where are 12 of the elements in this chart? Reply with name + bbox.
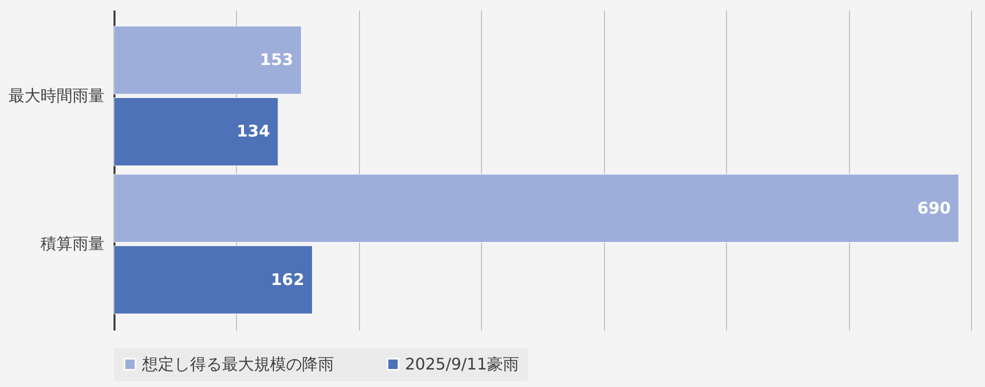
legend-label: 2025/9/11豪雨 <box>405 354 520 374</box>
data-label: 162 <box>270 270 304 289</box>
bar <box>114 174 960 243</box>
legend-label: 想定し得る最大規模の降雨 <box>141 354 334 374</box>
y-tick-label: 積算雨量 <box>40 234 104 254</box>
y-tick-label: 最大時間雨量 <box>8 86 104 105</box>
data-label: 690 <box>917 198 951 218</box>
data-label: 153 <box>260 50 294 70</box>
data-label: 134 <box>236 122 270 141</box>
bar <box>114 246 313 314</box>
bar <box>114 26 302 94</box>
bar <box>114 97 278 166</box>
